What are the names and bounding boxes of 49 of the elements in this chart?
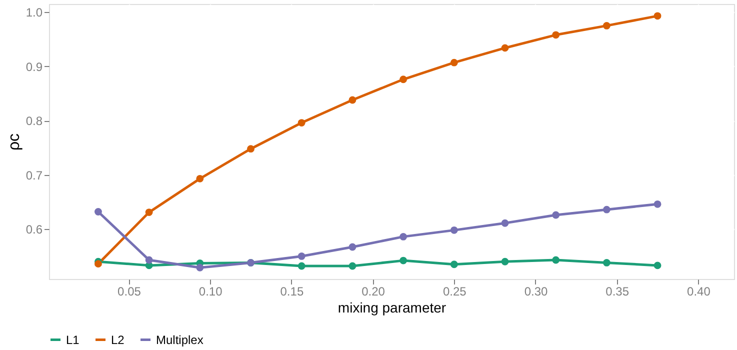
- y-tick-label: 0.7: [26, 168, 43, 182]
- x-tick-label: 0.25: [442, 284, 467, 298]
- y-tick-label: 0.6: [26, 222, 43, 237]
- point: [501, 258, 509, 266]
- x-tick-label: 0.10: [198, 284, 223, 298]
- point: [298, 252, 306, 260]
- point: [298, 262, 306, 270]
- point: [298, 119, 306, 126]
- legend-label: L1: [66, 332, 80, 347]
- point: [400, 76, 408, 84]
- x-tick-label: 0.30: [524, 284, 548, 298]
- x-tick-label: 0.15: [280, 284, 304, 298]
- point: [450, 58, 458, 66]
- point: [602, 22, 610, 30]
- point: [145, 256, 153, 264]
- point: [552, 211, 560, 219]
- point: [400, 256, 408, 264]
- point: [602, 259, 610, 266]
- x-axis-title: mixing parameter: [338, 300, 446, 316]
- point: [348, 262, 356, 270]
- point: [400, 232, 408, 240]
- y-tick-label: 0.8: [26, 114, 43, 128]
- point: [145, 208, 153, 216]
- point: [501, 219, 509, 227]
- point: [196, 264, 204, 272]
- legend-label: L2: [111, 332, 125, 347]
- point: [450, 260, 458, 268]
- point: [654, 262, 662, 270]
- point: [348, 243, 356, 251]
- y-tick-label: 1.0: [26, 6, 43, 20]
- point: [501, 44, 509, 52]
- point: [450, 226, 458, 234]
- point: [94, 208, 102, 216]
- point: [602, 206, 610, 214]
- x-tick-label: 0.40: [687, 284, 711, 298]
- x-tick-label: 0.20: [362, 284, 386, 298]
- point: [196, 174, 204, 182]
- point: [247, 145, 254, 153]
- y-tick-label: 0.9: [26, 60, 43, 74]
- point: [552, 31, 560, 39]
- y-axis-title: ρc: [6, 133, 23, 151]
- point: [348, 96, 356, 104]
- x-tick-label: 0.05: [118, 284, 142, 298]
- point: [654, 200, 662, 208]
- point: [654, 12, 662, 20]
- point: [552, 256, 560, 264]
- point: [94, 260, 102, 268]
- legend-label: Multiplex: [156, 332, 204, 347]
- x-tick-label: 0.35: [606, 284, 630, 298]
